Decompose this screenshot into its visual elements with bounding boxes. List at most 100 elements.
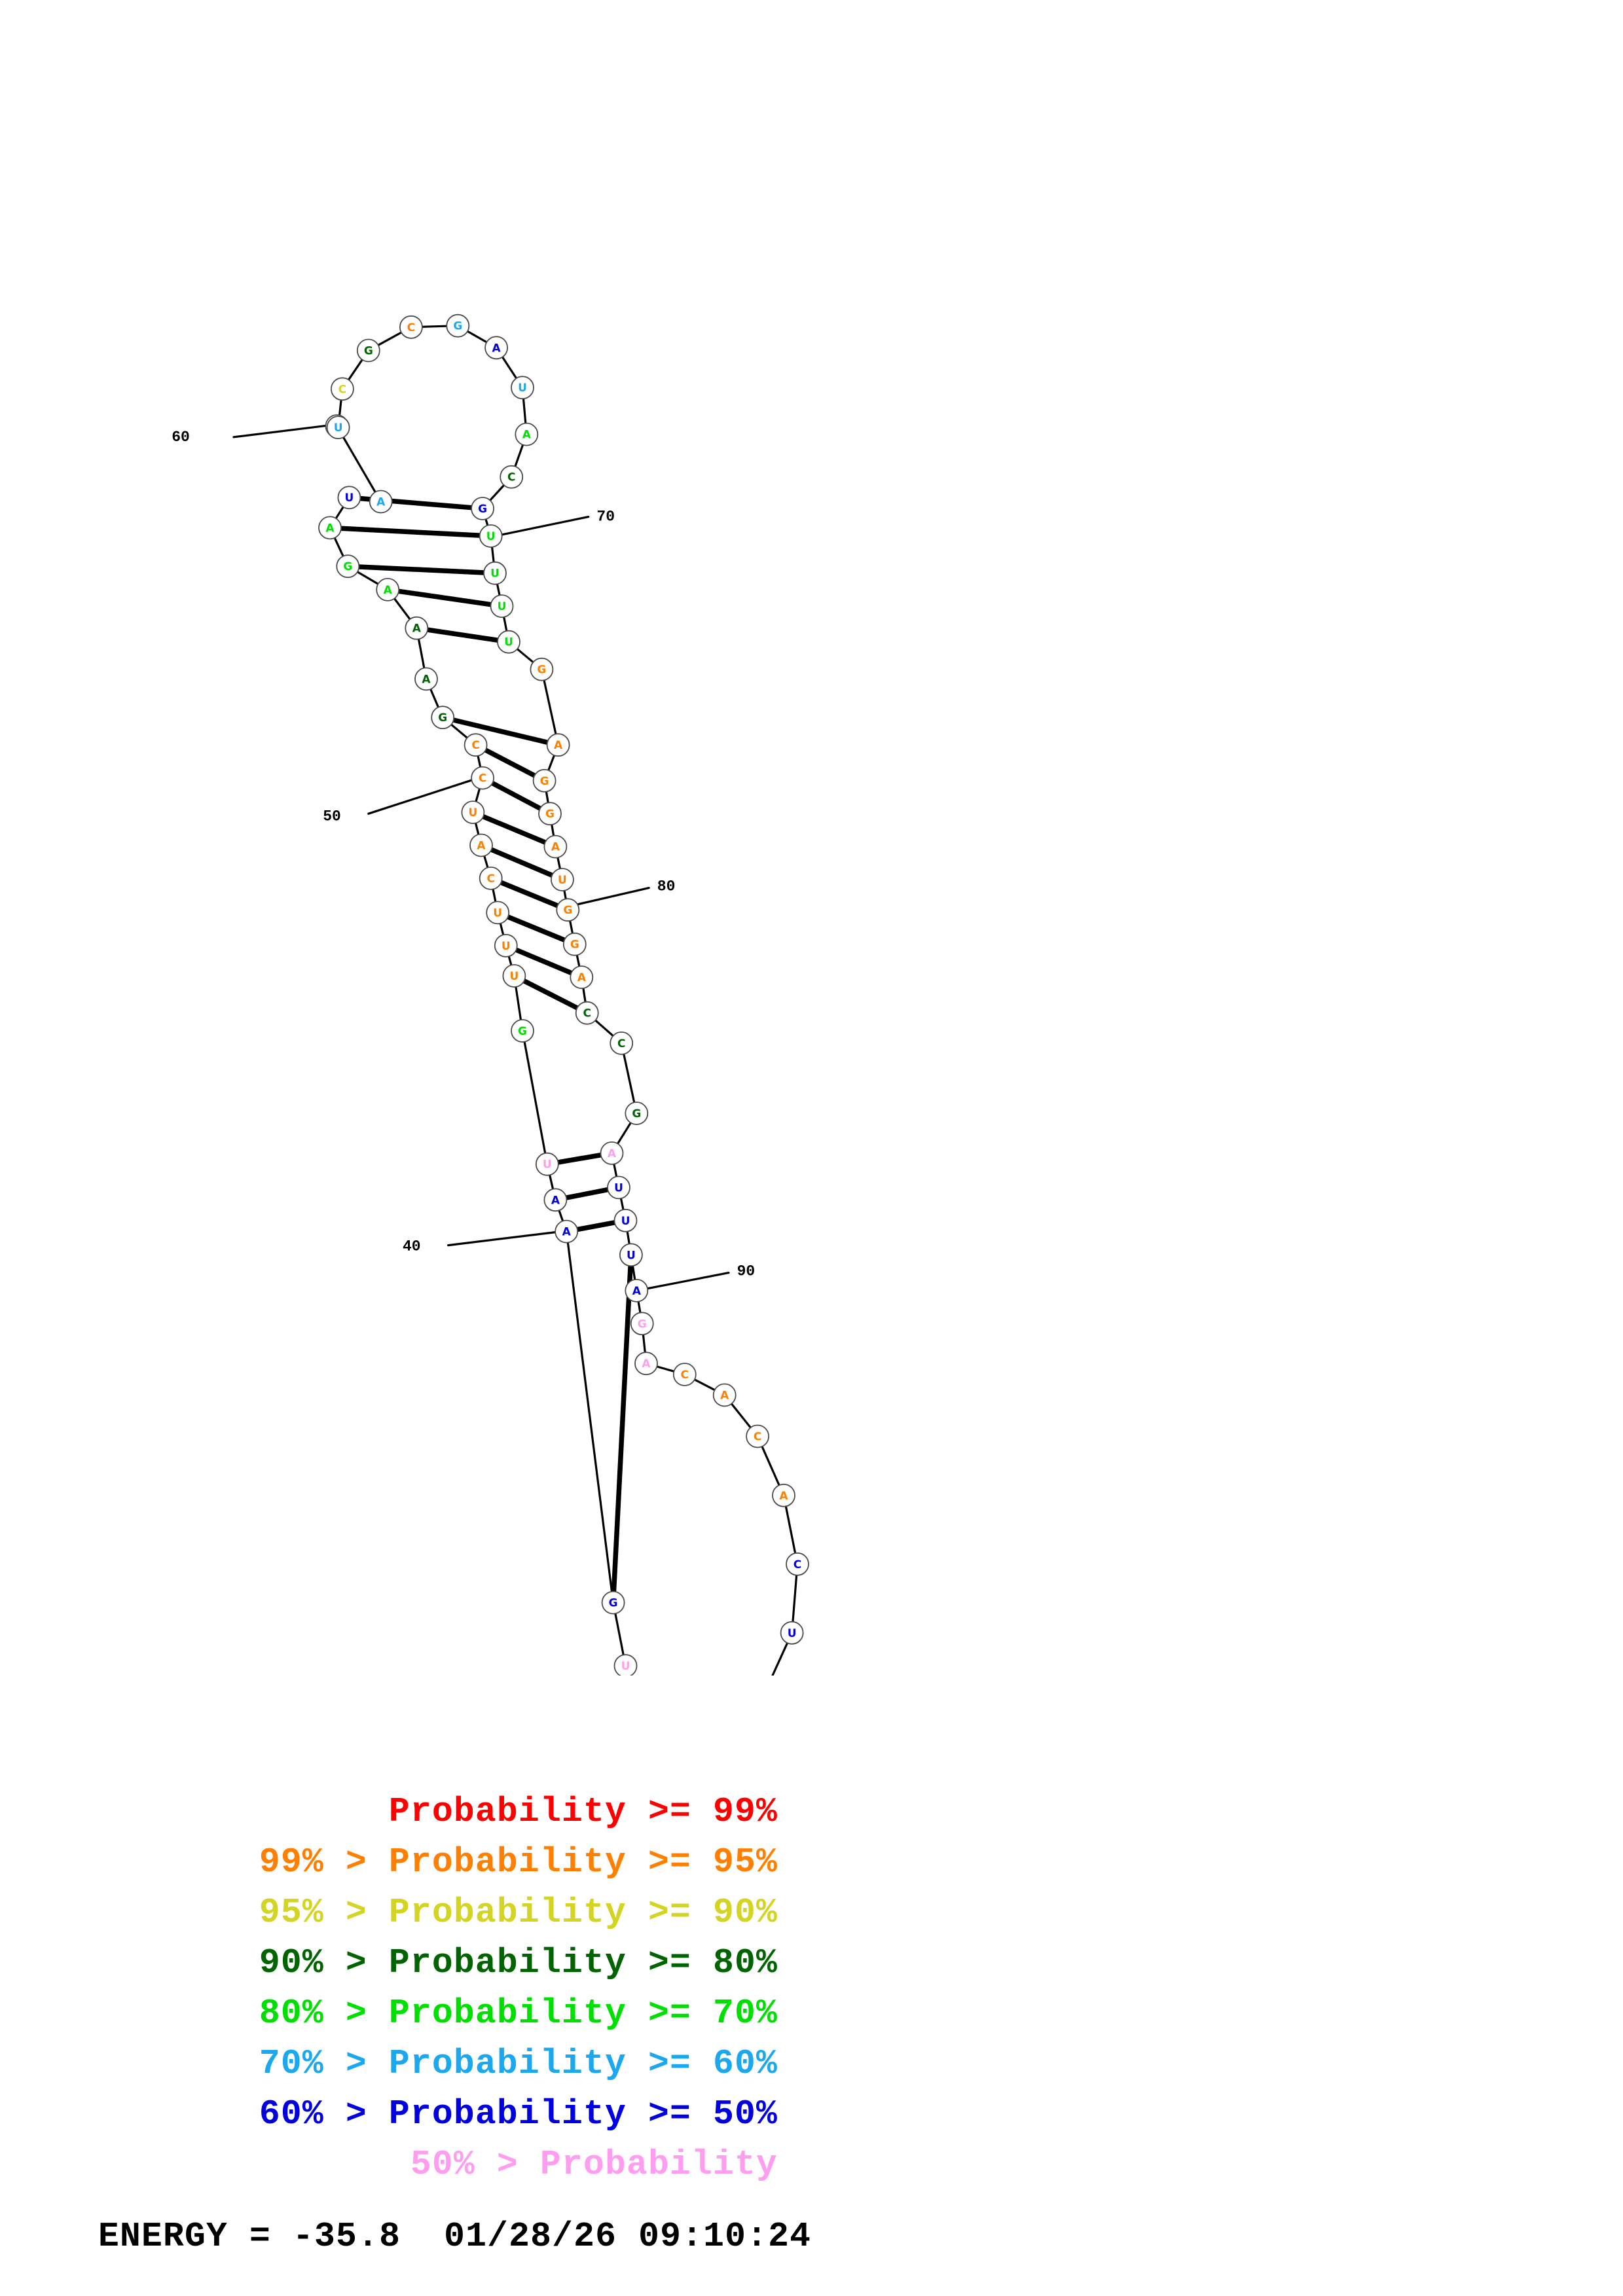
legend-row: Probability >= 99% xyxy=(0,1793,1623,1830)
nucleotide[interactable]: A xyxy=(625,1279,649,1302)
nucleotide-circle xyxy=(399,315,423,339)
backbone-segment xyxy=(582,987,587,1003)
nucleotide[interactable]: G xyxy=(446,314,470,338)
backbone-segment xyxy=(499,922,505,936)
nucleotide-circle xyxy=(479,867,503,890)
backbone-segment xyxy=(496,583,501,597)
nucleotide-circle xyxy=(530,657,554,681)
nucleotide-circle xyxy=(630,1312,654,1336)
nucleotide-circle xyxy=(326,416,350,439)
backbone-segment xyxy=(514,444,524,468)
nucleotide[interactable]: G xyxy=(431,706,455,730)
nucleotide[interactable]: A xyxy=(484,336,508,360)
nucleotide[interactable]: U xyxy=(607,1175,630,1200)
nucleotide[interactable]: U xyxy=(490,594,514,618)
nucleotide[interactable]: G xyxy=(630,1312,654,1336)
nucleotide[interactable]: A xyxy=(543,834,568,859)
nucleotide[interactable]: A xyxy=(570,965,594,989)
legend-row-label: 90% > Probability >= 80% xyxy=(259,1943,778,1982)
nucleotide[interactable]: U xyxy=(613,1654,638,1676)
nucleotide[interactable]: G xyxy=(336,554,360,579)
nucleotide[interactable]: A xyxy=(772,1483,795,1507)
nucleotide[interactable]: U xyxy=(497,630,520,654)
nucleotide[interactable]: G xyxy=(625,1102,649,1125)
base-pair-rung xyxy=(522,978,579,1011)
nucleotide[interactable]: G xyxy=(471,497,494,520)
backbone-segment xyxy=(522,397,527,425)
nucleotide[interactable]: C xyxy=(500,465,524,489)
nucleotide[interactable]: U xyxy=(780,1621,804,1645)
nucleotide[interactable]: C xyxy=(464,733,488,757)
nucleotide[interactable]: U xyxy=(461,800,485,824)
nucleotide[interactable]: A xyxy=(515,422,539,446)
backbone-segment xyxy=(575,954,581,968)
legend-row: 60% > Probability >= 50% xyxy=(0,2096,1623,2132)
nucleotide-circle xyxy=(490,594,514,618)
nucleotide[interactable]: A xyxy=(469,833,493,857)
backbone-segment xyxy=(429,688,440,709)
nucleotide[interactable]: A xyxy=(318,516,342,540)
index-leader-line xyxy=(500,515,590,536)
nucleotide[interactable]: C xyxy=(610,1031,634,1055)
backbone-segment xyxy=(619,1197,625,1211)
nucleotide[interactable]: G xyxy=(538,802,562,826)
nucleotide[interactable]: A xyxy=(600,1141,624,1165)
nucleotide[interactable]: C xyxy=(399,315,423,339)
nucleotide-circle xyxy=(369,490,393,514)
backbone-segment xyxy=(333,537,344,558)
nucleotide[interactable]: G xyxy=(511,1019,534,1043)
nucleotide[interactable]: U xyxy=(326,416,350,439)
nucleotide-circle xyxy=(746,1424,769,1448)
nucleotide-circle xyxy=(337,486,361,510)
backbone-segment xyxy=(501,355,518,380)
nucleotide-circle xyxy=(431,706,455,730)
nucleotide[interactable]: U xyxy=(486,901,510,925)
nucleotide-circle xyxy=(570,965,594,989)
backbone-segment xyxy=(616,1121,632,1145)
backbone-segment xyxy=(761,1445,780,1486)
nucleotide[interactable]: U xyxy=(613,1208,638,1232)
nucleotide-circle xyxy=(600,1141,624,1165)
backbone-segment xyxy=(563,889,567,901)
nucleotide[interactable]: U xyxy=(551,868,574,891)
nucleotide-circle xyxy=(556,898,580,922)
index-leader-line xyxy=(447,1230,562,1247)
nucleotide[interactable]: U xyxy=(535,1152,559,1176)
nucleotide[interactable]: C xyxy=(331,377,354,401)
nucleotide-circle xyxy=(538,802,562,826)
nucleotide-circle xyxy=(318,516,342,540)
nucleotide[interactable]: A xyxy=(376,578,400,601)
legend-row-label: 50% > Probability xyxy=(410,2145,778,2184)
nucleotide-circle xyxy=(551,868,574,891)
nucleotide[interactable]: G xyxy=(601,1590,625,1615)
backbone-segment xyxy=(503,616,508,632)
nucleotide[interactable]: G xyxy=(562,932,587,956)
nucleotide[interactable]: C xyxy=(786,1552,809,1576)
nucleotide[interactable]: A xyxy=(414,667,438,691)
nucleotide[interactable]: A xyxy=(543,1188,568,1212)
nucleotide[interactable]: A xyxy=(546,733,570,757)
nucleotide-circle xyxy=(780,1621,804,1645)
nucleotide[interactable]: G xyxy=(532,768,556,793)
nucleotide[interactable]: U xyxy=(483,561,507,585)
nucleotide[interactable]: A xyxy=(555,1219,579,1244)
nucleotide[interactable]: U xyxy=(502,964,526,988)
nucleotide[interactable]: G xyxy=(356,338,380,363)
nucleotide[interactable]: G xyxy=(530,657,554,681)
nucleotide[interactable]: U xyxy=(479,524,503,548)
nucleotide[interactable]: C xyxy=(746,1424,769,1448)
nucleotide[interactable]: A xyxy=(369,490,393,514)
nucleotide[interactable]: C xyxy=(672,1363,697,1386)
nucleotide[interactable]: U xyxy=(337,486,361,510)
nucleotide[interactable]: C xyxy=(479,867,503,890)
nucleotide[interactable]: A xyxy=(634,1352,658,1376)
nucleotide[interactable]: C xyxy=(575,1001,599,1025)
nucleotide[interactable]: U xyxy=(494,933,518,958)
nucleotide[interactable]: A xyxy=(712,1383,737,1407)
nucleotide[interactable]: G xyxy=(556,898,580,922)
nucleotide[interactable]: U xyxy=(511,376,534,400)
nucleotide[interactable]: C xyxy=(471,766,494,790)
nucleotide[interactable]: A xyxy=(405,616,429,640)
backbone-segment xyxy=(642,1333,646,1354)
nucleotide[interactable]: U xyxy=(619,1243,643,1267)
